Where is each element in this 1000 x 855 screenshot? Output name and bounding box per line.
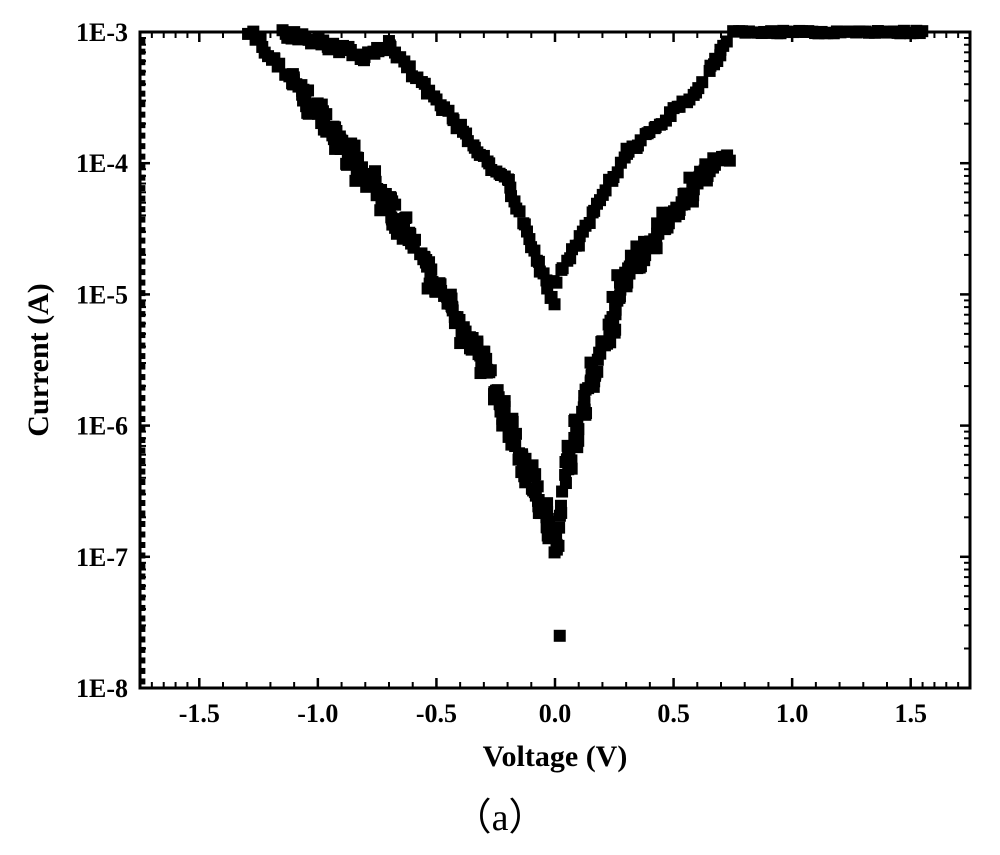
data-marker <box>496 420 508 432</box>
x-tick-label: 1.5 <box>894 699 927 728</box>
x-tick-label: 0.0 <box>539 699 572 728</box>
data-marker <box>611 269 623 281</box>
data-marker <box>492 384 504 396</box>
data-marker <box>582 382 594 394</box>
data-marker <box>374 204 386 216</box>
data-marker <box>554 510 566 522</box>
data-marker <box>585 357 597 369</box>
data-marker <box>569 414 581 426</box>
y-tick-label: 1E-3 <box>76 18 128 47</box>
y-tick-label: 1E-6 <box>76 412 128 441</box>
data-marker <box>603 319 615 331</box>
iv-chart: -1.5 -1.0 -0.5 0.0 0.5 1.0 1.5 1E-8 1E-7 1E-6 1E-5… <box>0 0 1000 855</box>
y-tick-label: 1E-5 <box>76 280 128 309</box>
data-marker <box>572 435 584 447</box>
data-marker <box>301 107 313 119</box>
data-marker <box>515 466 527 478</box>
x-tick-label: -1.0 <box>297 699 338 728</box>
data-marker <box>584 217 596 229</box>
data-marker <box>687 172 699 184</box>
figure-container: -1.5 -1.0 -0.5 0.0 0.5 1.0 1.5 1E-8 1E-7 1E-6 1E-5… <box>0 0 1000 855</box>
data-marker <box>320 126 332 138</box>
data-marker <box>422 282 434 294</box>
y-tick-label: 1E-8 <box>76 674 128 703</box>
data-marker <box>519 476 531 488</box>
subfigure-caption: （a） <box>454 797 547 839</box>
data-marker <box>696 76 708 88</box>
data-marker <box>550 277 562 289</box>
data-marker <box>349 175 361 187</box>
x-axis-label: Voltage (V) <box>483 740 628 773</box>
data-marker <box>514 205 526 217</box>
data-marker <box>556 486 568 498</box>
x-tick-label: -1.5 <box>179 699 220 728</box>
x-tick-label: -0.5 <box>416 699 457 728</box>
data-marker <box>474 367 486 379</box>
data-marker <box>454 337 466 349</box>
data-marker <box>549 298 561 310</box>
data-marker <box>503 431 515 443</box>
data-marker <box>242 28 254 40</box>
y-tick-label: 1E-7 <box>76 543 128 572</box>
data-marker <box>578 397 590 409</box>
data-marker <box>656 207 668 219</box>
y-tick-label: 1E-4 <box>76 149 128 178</box>
data-marker <box>607 291 619 303</box>
data-marker <box>340 158 352 170</box>
y-axis-label: Current (A) <box>22 283 55 437</box>
data-marker <box>386 213 398 225</box>
data-marker <box>554 630 566 642</box>
x-tick-label: 0.5 <box>657 699 690 728</box>
x-tick-label: 1.0 <box>776 699 809 728</box>
